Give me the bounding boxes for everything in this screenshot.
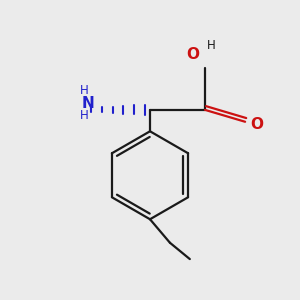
Text: O: O: [250, 117, 263, 132]
Text: H: H: [207, 40, 215, 52]
Text: N: N: [81, 96, 94, 111]
Text: O: O: [187, 47, 200, 62]
Text: H: H: [80, 84, 89, 97]
Text: H: H: [80, 109, 89, 122]
